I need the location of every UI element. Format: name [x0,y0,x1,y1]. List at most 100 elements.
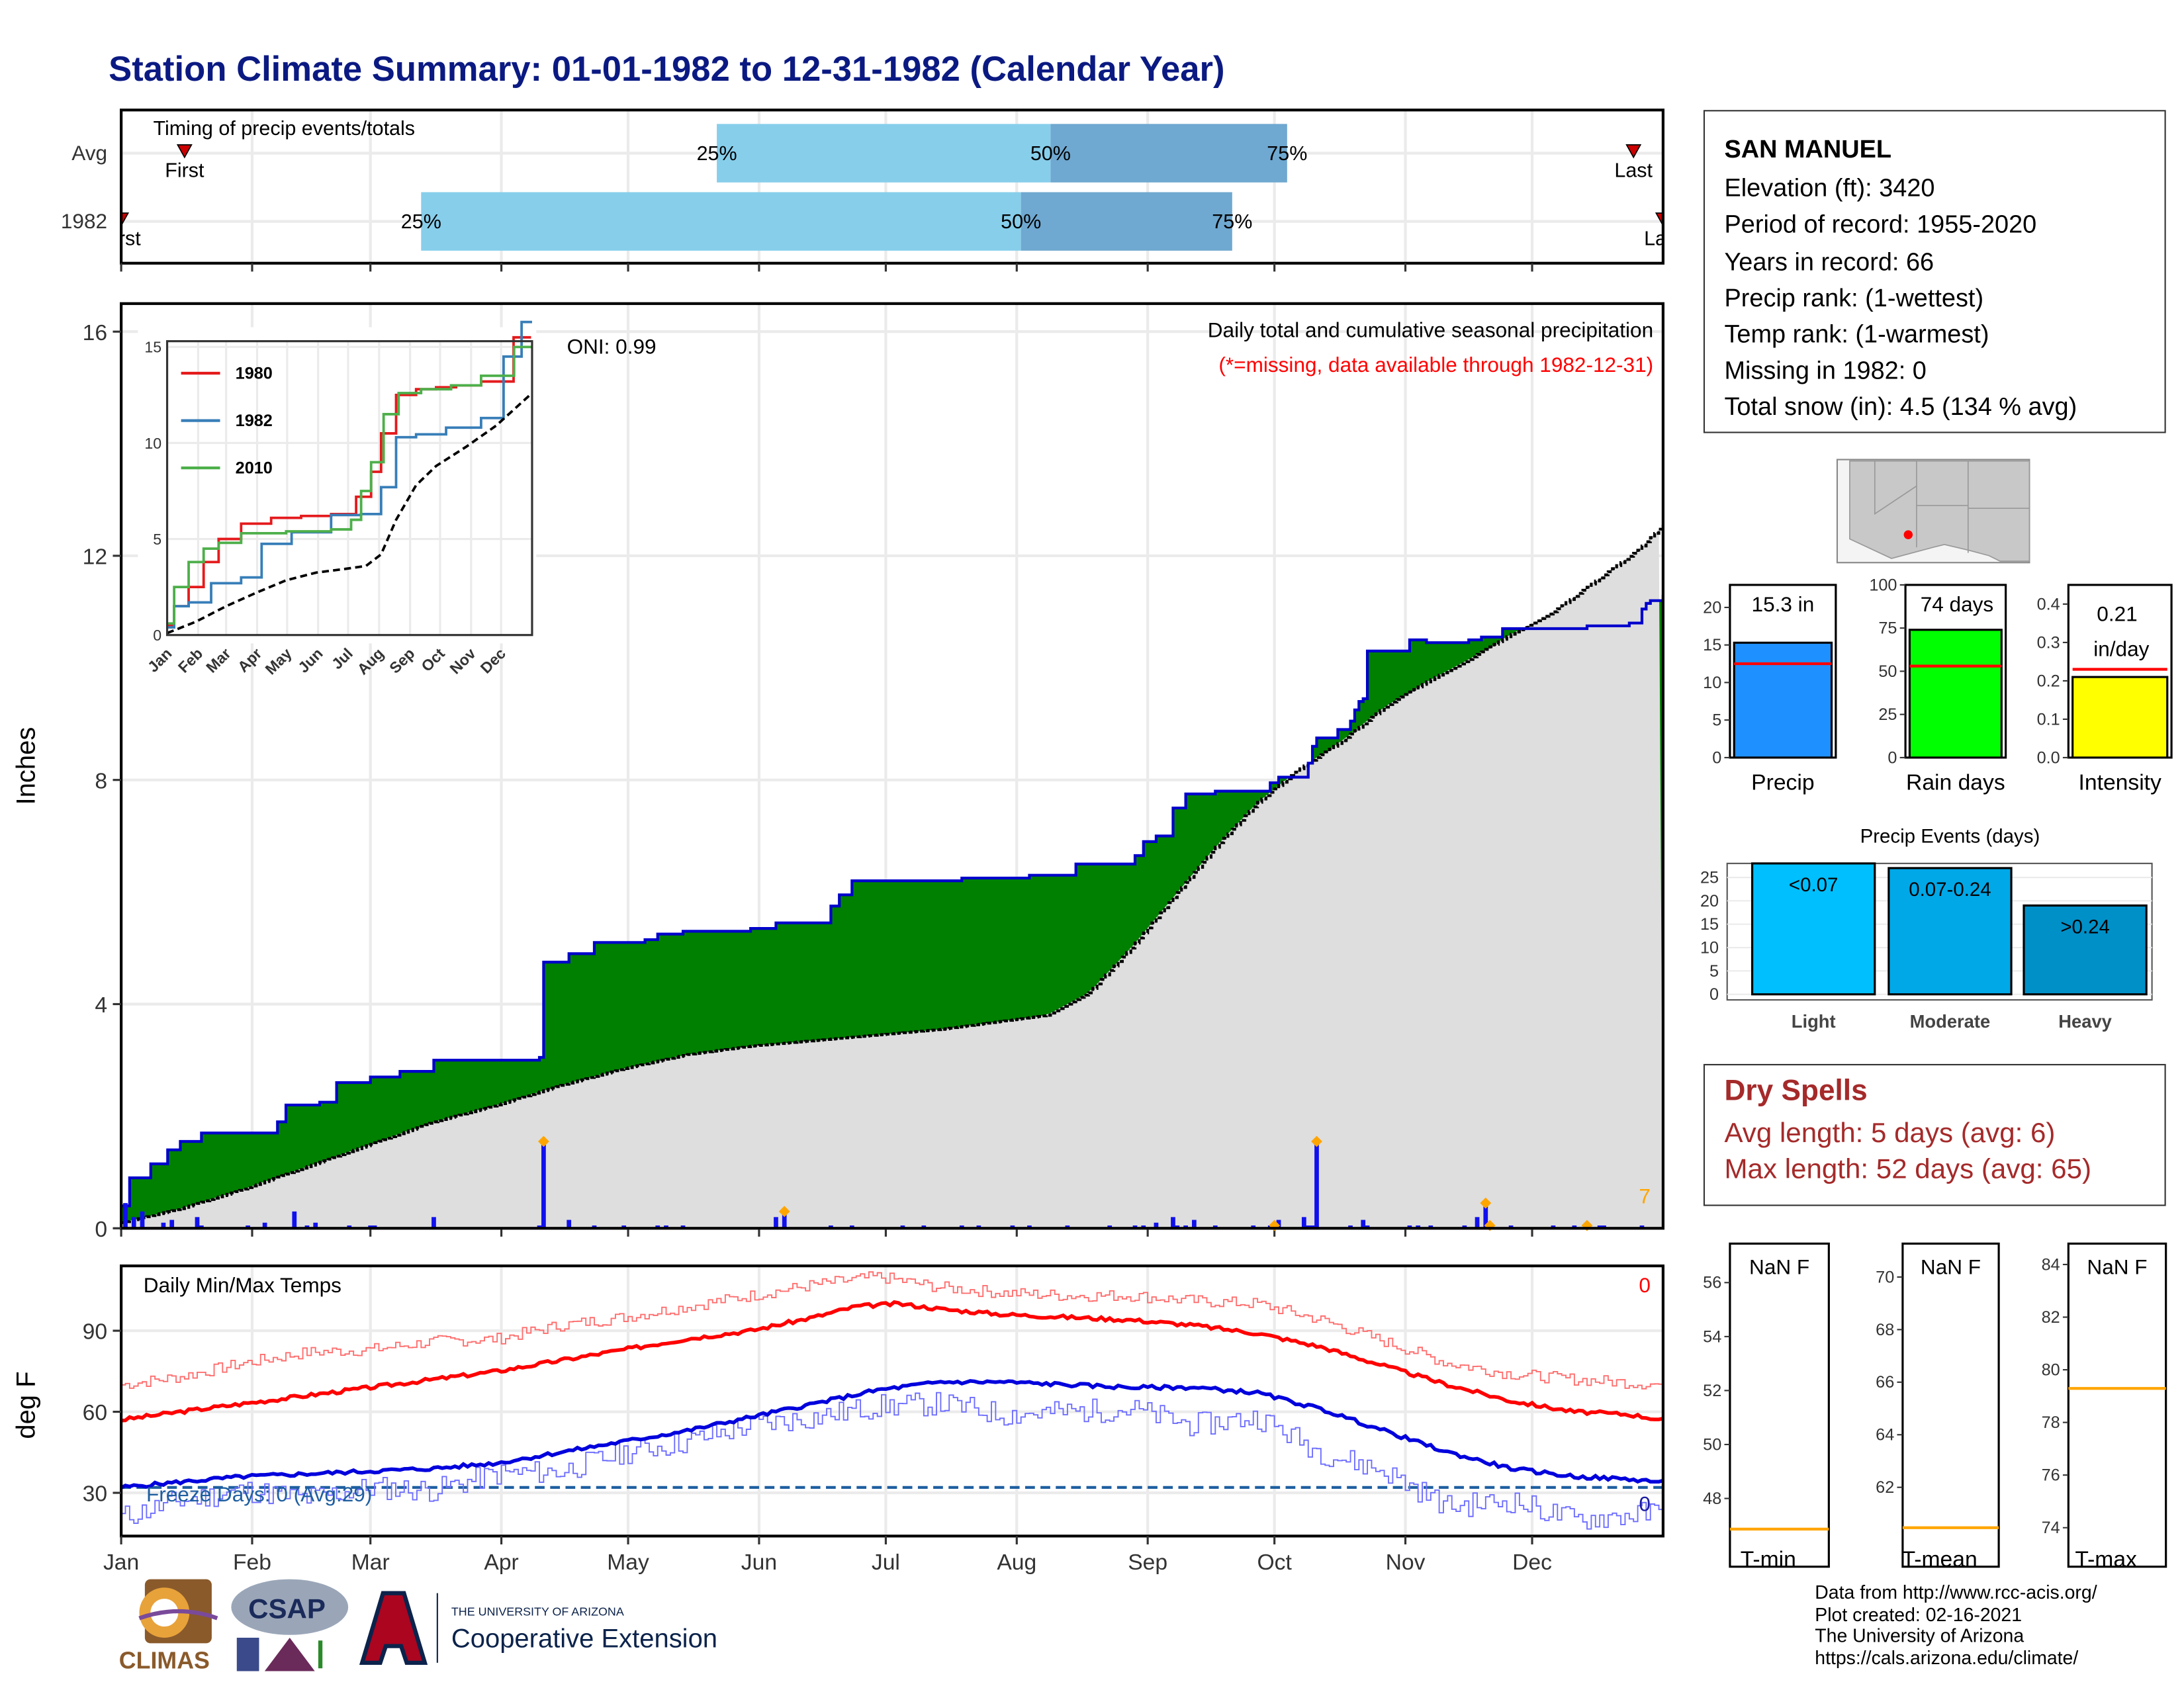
inset-month-label: Jan [144,644,175,676]
normal-cumulative-area [121,529,1663,1229]
rain-days-value-label: 74 days [1921,592,1994,616]
daily-precip-bar [199,1225,204,1229]
daily-precip-bar [1212,1225,1218,1229]
daily-precip-bar [1416,1225,1421,1229]
daily-precip-bar [1314,1141,1319,1229]
temp-box-tick-label: 54 [1703,1327,1721,1346]
timing-q25-label: 25% [697,142,737,165]
dry-spells-title: Dry Spells [1724,1075,1868,1108]
daily-precip-bar [131,1217,136,1229]
timing-panel: 25% 50% 75% First Last 25% 50% 75% First Last Tim… [61,109,1664,272]
events-bar-label: 0.07-0.24 [1909,879,1991,901]
precip-marker [778,1206,790,1218]
dry-spells-avg: Avg length: 5 days (avg: 6) [1724,1118,2056,1149]
precip-marker [1311,1135,1322,1147]
temp-box-value: NaN F [1921,1255,1981,1279]
temperature-rank-boxes: NaN F 56 54 52 50 48 T-min NaN F 70 68 66 64 62 T-mea… [1703,1242,2167,1572]
temp-box-tick-label: 48 [1703,1489,1721,1508]
temp-box-frame [1729,1242,1830,1568]
inset-line-2010 [167,345,532,625]
dry-spells-max: Max length: 52 days (avg: 65) [1724,1154,2092,1186]
missing-note: (*=missing, data available through 1982-… [1218,353,1653,377]
inset-line-avg [166,392,533,635]
daily-precip-bar [1306,1225,1311,1229]
daily-min-temp-line [121,1392,1663,1530]
events-category-label: Heavy [2058,1011,2112,1032]
temp-box-xlabel: T-min [1741,1548,1796,1572]
daily-precip-bar [774,1217,778,1229]
daily-precip-bar [161,1222,166,1229]
month-label-nov: Nov [1386,1550,1426,1575]
inset-legend-label: 1980 [236,364,273,382]
daily-precip-bar [1639,1225,1645,1229]
daily-precip-bar [1276,1220,1281,1229]
daily-precip-bar [1175,1225,1180,1229]
main-caption: Daily total and cumulative seasonal prec… [1208,318,1653,341]
month-label-aug: Aug [997,1550,1036,1575]
summary-y-label: 0 [1712,748,1721,767]
timing-bar-q50-q75 [1021,192,1232,251]
events-bar-label: >0.24 [2060,916,2110,938]
rain-days-xlabel: Rain days [1906,770,2005,795]
ua-line2: Cooperative Extension [451,1624,717,1654]
inset-y-label: 5 [153,531,161,548]
daily-precip-bar [304,1225,310,1229]
temp-lines [121,1271,1663,1530]
summary-y-label: 50 [1878,662,1897,681]
summary-y-label: 0.2 [2037,672,2060,690]
daily-precip-bar [1602,1225,1606,1229]
precip-value-label: 15.3 in [1752,592,1815,616]
intensity-value-label-1: 0.21 [2097,602,2137,626]
logos: CLIMAS CSAP THE UNIVERSITY OF ARIZONA Co… [119,1579,717,1673]
inset-frame [165,340,533,637]
station-name: SAN MANUEL [1724,135,1892,163]
climas-logo-text: CLIMAS [119,1647,210,1673]
inset-month-label: Nov [446,644,478,677]
daily-precip-bar [664,1225,668,1229]
credit-line-created: Plot created: 02-16-2021 [1815,1603,2023,1625]
inset-month-label: Aug [354,644,387,678]
timing-frame [119,109,1664,265]
summary-y-label: 20 [1703,598,1721,617]
inset-month-label: Dec [477,644,509,676]
month-label-feb: Feb [233,1550,271,1575]
daily-precip-bar [592,1225,597,1229]
climas-logo: CLIMAS [119,1579,218,1673]
dry-spells-box: Dry Spells Avg length: 5 days (avg: 6) M… [1703,1063,2166,1206]
daily-precip-bar [680,1225,686,1229]
timing-first-marker [121,212,130,227]
station-elevation: Elevation (ft): 3420 [1724,174,1935,202]
temp-box-tick-label: 64 [1876,1426,1894,1444]
temp-box-tick-label: 82 [2042,1308,2060,1327]
summary-content: 0 5 10 15 20 0 25 50 75 100 0.0 0.1 0.2 0.3 0.4 [1703,578,2173,767]
events-y-label: 20 [1700,892,1719,911]
timing-bar-q25-q50 [717,124,1051,183]
summary-y-label: 25 [1878,705,1897,724]
temp-box-tick-label: 74 [2042,1519,2060,1537]
daily-precip-bar [1251,1225,1256,1229]
inset-legend-label: 1982 [236,412,273,430]
daily-precip-bar [1428,1225,1433,1229]
daily-precip-bar [921,1225,927,1229]
daily-precip-bar [1010,1225,1015,1229]
month-label-mar: Mar [351,1550,390,1575]
events-bar-label: <0.07 [1789,874,1839,896]
temp-box-tick-label: 76 [2042,1466,2060,1485]
ua-a-mark [359,1591,428,1666]
daily-precip-bar [1132,1225,1138,1229]
main-y-tick-label: 4 [95,993,107,1018]
daily-precip-bar [655,1225,660,1229]
timing-q75-label: 75% [1267,142,1307,165]
main-y-tick-label: 8 [95,769,107,793]
daily-precip-bar [1407,1225,1412,1229]
daily-precip-bar [1483,1203,1488,1229]
timing-last-marker [1625,144,1642,159]
ua-line1: THE UNIVERSITY OF ARIZONA [451,1605,624,1618]
inset-y-label: 15 [144,339,161,356]
daily-precip-bar [1267,1225,1273,1229]
temp-y-tick-label: 30 [83,1482,107,1507]
avg-max-temp-line [121,1300,1663,1423]
summary-y-label: 0.0 [2037,748,2060,767]
